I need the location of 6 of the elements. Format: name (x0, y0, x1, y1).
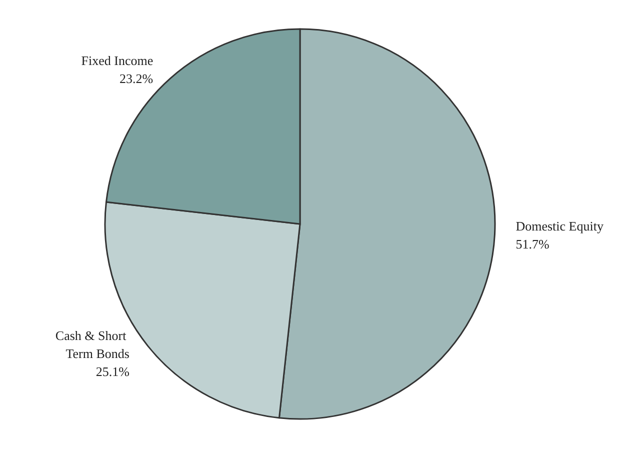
slice-label: Domestic Equity (516, 218, 604, 234)
data-label: 23.2% (120, 71, 154, 86)
slice-label: Cash & Short Term Bonds (55, 328, 130, 361)
data-label: 25.1% (96, 364, 130, 379)
data-label: 51.7% (516, 236, 550, 252)
slice-label: Fixed Income (81, 53, 154, 68)
